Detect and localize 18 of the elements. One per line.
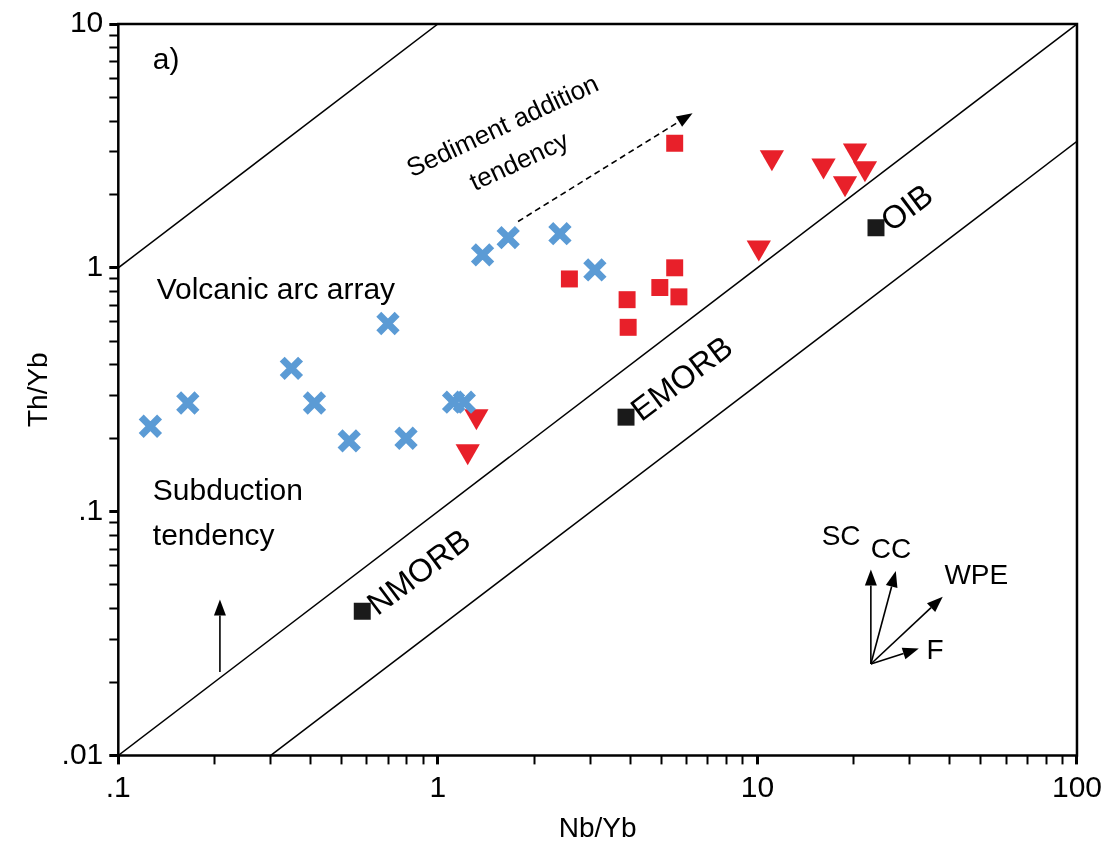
y-tick-label: 1: [86, 249, 104, 283]
annotation: CC: [870, 533, 912, 565]
annotation: Volcanic arc array: [156, 272, 396, 306]
y-tick-label: .01: [61, 736, 104, 770]
x-tick-label: 10: [740, 769, 775, 803]
y-axis-title: Th/Yb: [21, 352, 53, 428]
annotation: OIB: [873, 176, 940, 239]
annotation: F: [926, 634, 944, 666]
x-axis-title: Nb/Yb: [558, 811, 637, 843]
annotation: a): [152, 41, 180, 75]
y-tick-label: .1: [78, 492, 104, 526]
annotation: WPE: [944, 558, 1009, 590]
x-tick-label: 1: [429, 769, 447, 803]
annotation: SC: [821, 520, 861, 552]
x-tick-label: 100: [1051, 769, 1102, 803]
x-tick-label: .1: [105, 769, 131, 803]
annotation: Subduction tendency: [152, 472, 303, 551]
y-tick-label: 10: [69, 5, 104, 39]
